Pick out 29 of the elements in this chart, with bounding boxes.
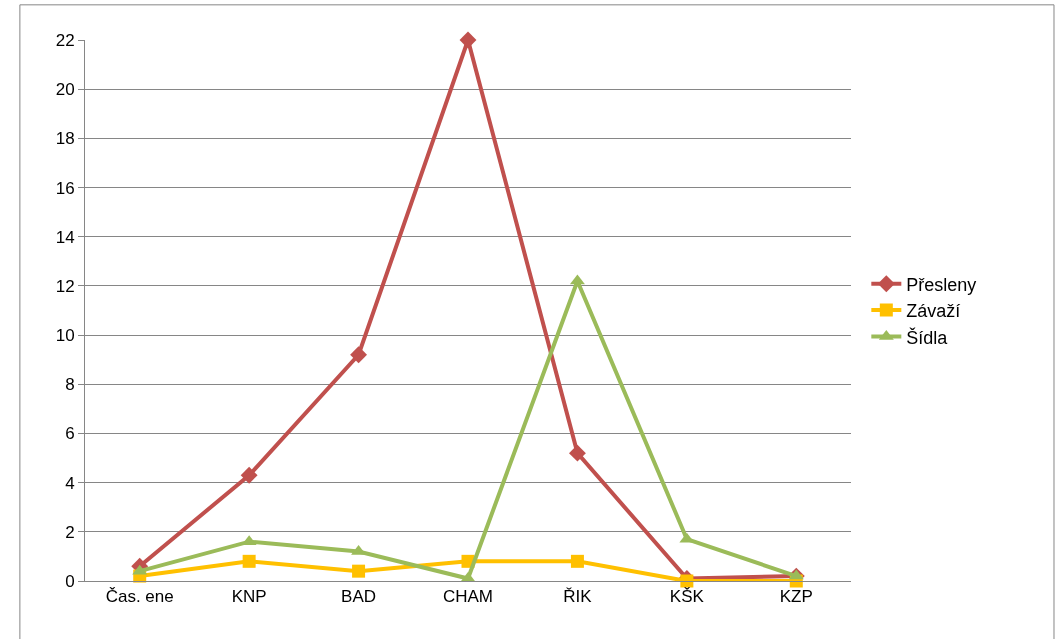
y-tick-label: 4 — [65, 473, 75, 493]
y-tick-label: 18 — [55, 129, 75, 149]
legend-label: Přesleny — [906, 274, 977, 295]
y-tick-label: 16 — [55, 178, 75, 198]
y-tick-label: 14 — [55, 227, 75, 247]
legend-label: Závaží — [906, 301, 961, 322]
point — [570, 554, 584, 568]
x-tick-label: KNP — [231, 587, 267, 607]
y-tick-label: 0 — [65, 571, 75, 591]
y-tick-label: 8 — [65, 375, 75, 395]
point — [352, 564, 366, 578]
y-tick-label: 10 — [55, 326, 75, 346]
point — [459, 31, 477, 49]
x-tick-label: KZP — [779, 587, 813, 607]
y-tick-label: 2 — [65, 522, 75, 542]
legend-label: Šídla — [906, 326, 949, 348]
x-tick-label: ŘIK — [563, 587, 593, 607]
point — [242, 554, 256, 568]
point — [240, 466, 258, 484]
x-tick-label: CHAM — [442, 587, 494, 607]
y-tick-label: 22 — [55, 30, 75, 50]
y-tick-label: 12 — [55, 276, 75, 296]
x-tick-label: BAD — [341, 587, 377, 607]
point — [568, 444, 586, 462]
y-tick-label: 6 — [65, 424, 75, 444]
x-tick-label: KŠK — [669, 587, 705, 607]
x-tick-label: Čas. ene — [105, 587, 174, 607]
y-tick-label: 20 — [55, 80, 75, 100]
point — [350, 346, 368, 364]
